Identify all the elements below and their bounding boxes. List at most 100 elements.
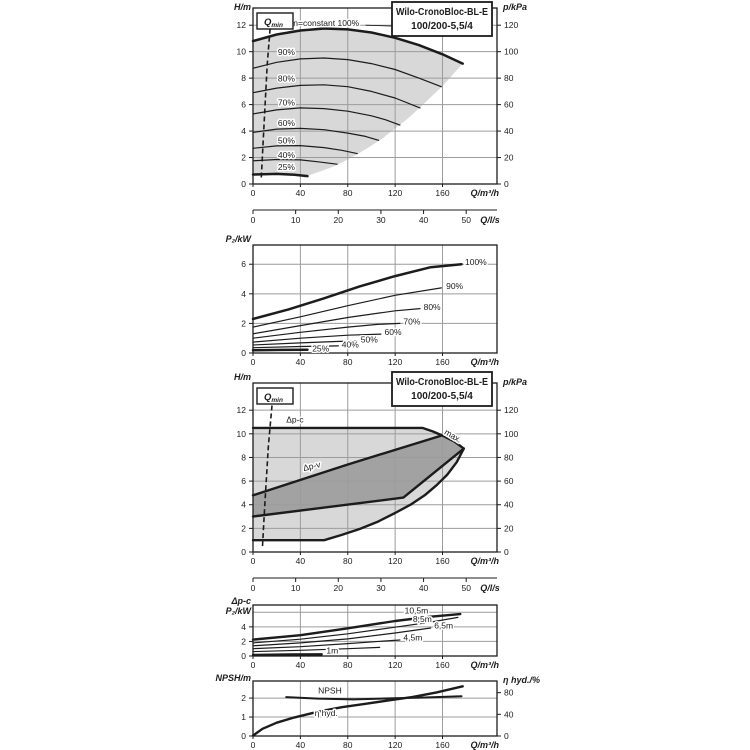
dpc-power-chart: 10,5m8,5m6,5m 4,5m 1m 0 2 4 Δp-cP₂/kW 0 40 80 120 1… xyxy=(226,596,500,670)
x2-tick-label: 50 xyxy=(461,583,471,593)
pump-model-size: 100/200-5,5/4 xyxy=(411,391,473,402)
y-tick-label: 4 xyxy=(241,126,246,136)
pump-title-box xyxy=(391,371,493,407)
plot-border xyxy=(252,382,498,553)
control-range-chart: Δp-cΔp-vmax.024681012H/m020406080100120p… xyxy=(234,371,527,593)
curve-label: Δp-c xyxy=(286,415,304,425)
y2-tick-label: 100 xyxy=(504,429,518,439)
y-tick-label: 10 xyxy=(237,429,247,439)
pump-model-name: Wilo-CronoBloc-BL-E xyxy=(396,7,488,18)
y2-tick-label: 40 xyxy=(504,709,514,719)
x-tick-label: 40 xyxy=(296,357,306,367)
x-tick-label: 0 xyxy=(251,556,256,566)
x-tick-label: 160 xyxy=(435,660,449,670)
y-tick-label: 0 xyxy=(241,651,246,661)
curve-dpv-lower-line xyxy=(251,447,465,518)
x-tick-label: 0 xyxy=(251,660,256,670)
y2-tick-label: 60 xyxy=(504,476,514,486)
y-tick-label: 8 xyxy=(241,73,246,83)
x-tick-label: 80 xyxy=(343,357,353,367)
y-tick-label: 10 xyxy=(237,47,247,57)
npsh-efficiency-chart: NPSH η hyd. 0 1 2 NPSH/m 0 40 80 η hyd./% 0 40 80 120… xyxy=(215,673,540,750)
curve-25% xyxy=(251,348,309,352)
curve-label: 50% xyxy=(278,136,295,146)
x-tick-label: 120 xyxy=(388,357,402,367)
x-tick-label: 120 xyxy=(388,556,402,566)
curve-label: 60% xyxy=(278,118,295,128)
curve-label: 1m xyxy=(326,646,338,656)
y2-tick-label: 0 xyxy=(504,179,509,189)
x2-tick-label: 40 xyxy=(419,215,429,225)
pump-title-box xyxy=(391,1,493,37)
x-tick-label: 40 xyxy=(296,660,306,670)
curve-50% xyxy=(252,340,358,346)
curve-10,5m xyxy=(251,612,462,641)
y-tick-label: 2 xyxy=(241,693,246,703)
curve-eta-hyd xyxy=(251,685,464,737)
x2-axis-title: Q/l/s xyxy=(480,215,500,225)
y-tick-label: 0 xyxy=(241,731,246,741)
x2-tick-label: 0 xyxy=(251,215,256,225)
curve-label: 40% xyxy=(342,339,359,349)
y2-axis-title: p/kPa xyxy=(502,377,527,387)
curve-1m xyxy=(251,653,323,657)
curve-60% xyxy=(252,127,380,141)
curve-dpv-upper-line xyxy=(251,434,443,497)
x-tick-label: 0 xyxy=(251,740,256,750)
x-tick-label: 120 xyxy=(388,740,402,750)
y2-axis-title: η hyd./% xyxy=(503,675,540,685)
x2-tick-label: 30 xyxy=(376,215,386,225)
y2-tick-label: 60 xyxy=(504,100,514,110)
plot-border xyxy=(252,604,498,657)
qmin-box xyxy=(256,12,294,30)
dpv-range xyxy=(253,435,464,517)
y2-tick-label: 0 xyxy=(504,547,509,557)
y-tick-label: 4 xyxy=(241,500,246,510)
curve-90% xyxy=(252,57,442,88)
y-tick-label: 0 xyxy=(241,348,246,358)
y2-tick-label: 100 xyxy=(504,47,518,57)
curve-4,5m xyxy=(252,639,401,650)
curve-label: 60% xyxy=(385,327,402,337)
y-axis-title: P₂/kW xyxy=(226,234,253,244)
y-axis-title: Δp-c xyxy=(230,596,251,606)
qmin-box xyxy=(256,387,294,405)
curve-label: 50% xyxy=(361,334,378,344)
y-tick-label: 2 xyxy=(241,153,246,163)
curve-6,5m xyxy=(252,627,432,647)
x-tick-label: 80 xyxy=(343,660,353,670)
y2-tick-label: 120 xyxy=(504,405,518,415)
curve-40% xyxy=(252,158,338,165)
y2-tick-label: 20 xyxy=(504,153,514,163)
y-tick-label: 6 xyxy=(241,100,246,110)
x-tick-label: 160 xyxy=(435,357,449,367)
curve-90% xyxy=(252,287,442,328)
y-axis-title-2: P₂/kW xyxy=(226,606,253,616)
x-axis-title: Q/m³/h xyxy=(471,556,500,566)
x-tick-label: 40 xyxy=(296,740,306,750)
qmin-dashed-line xyxy=(261,405,273,547)
x-tick-label: 40 xyxy=(296,556,306,566)
qmin-label: Qmin xyxy=(264,17,283,29)
curve-label: 90% xyxy=(446,281,463,291)
x2-tick-label: 40 xyxy=(419,583,429,593)
curve-label: NPSH xyxy=(318,685,342,695)
curve-label: 80% xyxy=(278,73,295,83)
curve-80% xyxy=(252,308,421,335)
curve-8,5m xyxy=(252,616,459,644)
curve-label: 100% xyxy=(465,257,487,267)
y2-tick-label: 80 xyxy=(504,688,514,698)
y-tick-label: 1 xyxy=(241,712,246,722)
curve-label: 25% xyxy=(278,162,295,172)
plot-border xyxy=(252,7,498,185)
curve-label: 70% xyxy=(278,97,295,107)
curve-label: η hyd. xyxy=(315,708,338,718)
y-tick-label: 12 xyxy=(237,405,247,415)
y-tick-label: 12 xyxy=(237,20,247,30)
curve-100% xyxy=(251,27,464,65)
curve-label: n=constant 100% xyxy=(293,18,359,28)
x2-tick-label: 30 xyxy=(376,583,386,593)
y-tick-label: 8 xyxy=(241,452,246,462)
y2-tick-label: 20 xyxy=(504,523,514,533)
